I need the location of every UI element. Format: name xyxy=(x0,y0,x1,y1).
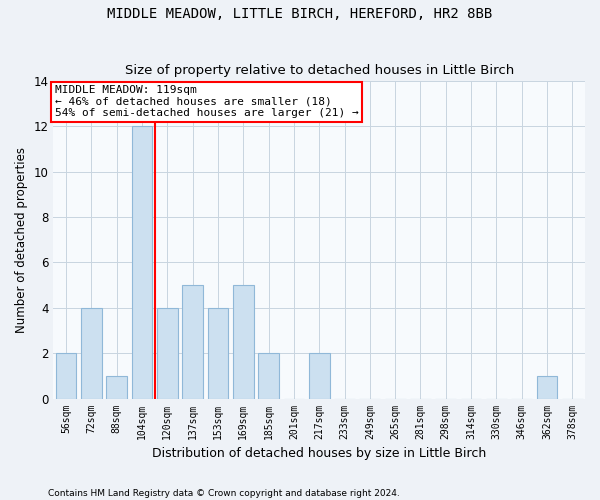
Bar xyxy=(157,308,178,398)
Bar xyxy=(233,285,254,399)
Text: Contains HM Land Registry data © Crown copyright and database right 2024.: Contains HM Land Registry data © Crown c… xyxy=(48,488,400,498)
Bar xyxy=(81,308,102,398)
Y-axis label: Number of detached properties: Number of detached properties xyxy=(15,147,28,333)
Bar xyxy=(56,353,76,399)
X-axis label: Distribution of detached houses by size in Little Birch: Distribution of detached houses by size … xyxy=(152,447,487,460)
Text: MIDDLE MEADOW: 119sqm
← 46% of detached houses are smaller (18)
54% of semi-deta: MIDDLE MEADOW: 119sqm ← 46% of detached … xyxy=(55,85,358,118)
Bar xyxy=(536,376,557,398)
Bar xyxy=(106,376,127,398)
Bar xyxy=(309,353,329,399)
Bar xyxy=(208,308,229,398)
Bar xyxy=(131,126,152,398)
Bar xyxy=(182,285,203,399)
Text: MIDDLE MEADOW, LITTLE BIRCH, HEREFORD, HR2 8BB: MIDDLE MEADOW, LITTLE BIRCH, HEREFORD, H… xyxy=(107,8,493,22)
Title: Size of property relative to detached houses in Little Birch: Size of property relative to detached ho… xyxy=(125,64,514,77)
Bar xyxy=(258,353,279,399)
